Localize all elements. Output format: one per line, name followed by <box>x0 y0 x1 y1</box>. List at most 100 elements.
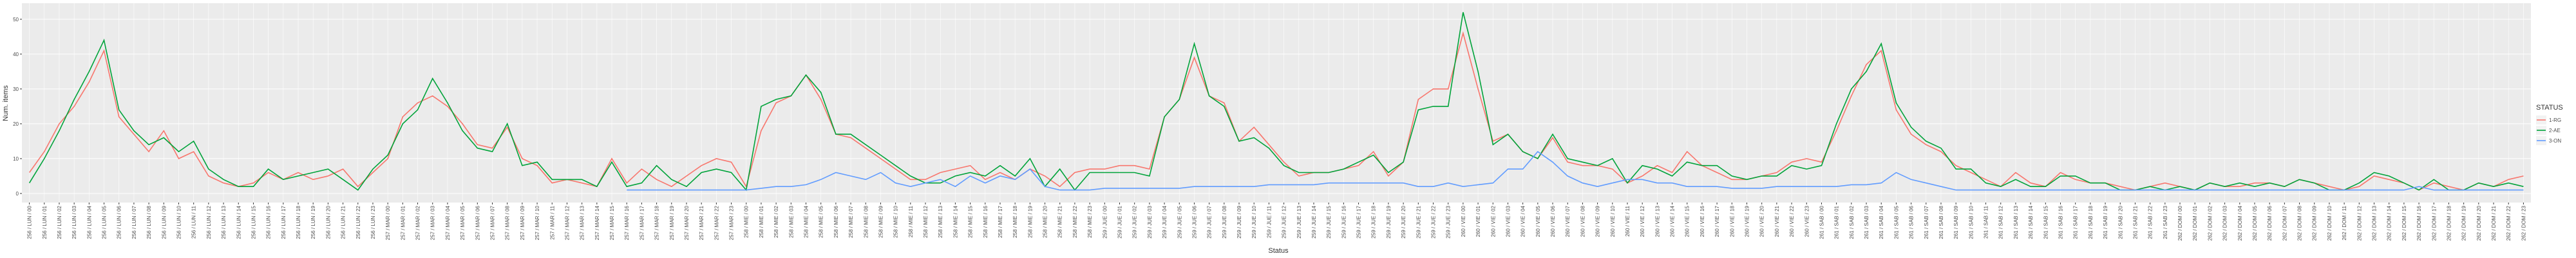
x-tick-label: 258 / MIE / 22 <box>1072 205 1078 237</box>
x-tick-label: 258 / MIE / 09 <box>878 205 884 237</box>
x-tick-label: 258 / MIE / 04 <box>804 205 810 237</box>
x-tick-label: 259 / JUE / 03 <box>1147 205 1153 238</box>
x-tick-label: 262 / DOM / 11 <box>2342 205 2347 240</box>
x-tick-label: 259 / JUE / 23 <box>1446 205 1452 238</box>
x-tick-label: 256 / LUN / 11 <box>191 205 197 239</box>
x-tick-label: 258 / MIE / 18 <box>1012 205 1018 237</box>
x-tick-label: 257 / MAR / 21 <box>699 205 705 240</box>
x-tick-label: 257 / MAR / 02 <box>415 205 421 240</box>
x-tick-label: 262 / DOM / 14 <box>2387 205 2392 241</box>
x-tick-label: 258 / MIE / 15 <box>968 205 974 237</box>
x-tick-label: 259 / JUE / 07 <box>1207 205 1213 238</box>
x-tick-label: 257 / MAR / 05 <box>460 205 466 240</box>
x-tick-label: 259 / JUE / 08 <box>1222 205 1227 238</box>
x-tick-label: 258 / MIE / 10 <box>893 205 899 237</box>
x-tick-label: 256 / LUN / 21 <box>341 205 346 239</box>
x-axis-title: Status <box>1268 247 1289 255</box>
x-tick-label: 256 / LUN / 01 <box>42 205 48 239</box>
x-tick-label: 257 / MAR / 13 <box>580 205 585 240</box>
x-tick-label: 261 / SAB / 10 <box>1968 205 1974 239</box>
x-tick-label: 256 / LUN / 03 <box>71 205 77 239</box>
x-tick-label: 261 / SAB / 08 <box>1938 205 1944 239</box>
x-tick-label: 260 / VIE / 04 <box>1520 205 1526 237</box>
x-tick-label: 261 / SAB / 21 <box>2132 205 2138 239</box>
x-tick-label: 262 / DOM / 08 <box>2297 205 2303 241</box>
x-tick-label: 259 / JUE / 15 <box>1326 205 1332 238</box>
x-tick-label: 262 / DOM / 04 <box>2237 205 2243 241</box>
x-tick-label: 262 / DOM / 22 <box>2506 205 2512 241</box>
x-tick-label: 257 / MAR / 01 <box>400 205 406 240</box>
x-tick-label: 259 / JUE / 04 <box>1162 205 1168 238</box>
x-tick-label: 256 / LUN / 19 <box>310 205 316 239</box>
x-tick-label: 260 / VIE / 03 <box>1505 205 1511 237</box>
x-tick-label: 259 / JUE / 22 <box>1431 205 1437 238</box>
x-tick-label: 257 / MAR / 15 <box>609 205 615 240</box>
x-tick-label: 256 / LUN / 08 <box>146 205 152 239</box>
x-tick-label: 257 / MAR / 20 <box>684 205 690 240</box>
x-tick-label: 258 / MIE / 23 <box>1087 205 1093 237</box>
x-tick-label: 256 / LUN / 06 <box>117 205 122 239</box>
x-tick-label: 260 / VIE / 06 <box>1550 205 1556 237</box>
x-tick-label: 262 / DOM / 15 <box>2401 205 2407 241</box>
x-tick-label: 259 / JUE / 06 <box>1191 205 1197 238</box>
x-tick-label: 256 / LUN / 00 <box>27 205 33 239</box>
x-tick-label: 259 / JUE / 05 <box>1177 205 1182 238</box>
x-tick-label: 258 / MIE / 11 <box>908 205 914 237</box>
x-tick-label: 262 / DOM / 07 <box>2282 205 2287 241</box>
x-tick-label: 259 / JUE / 13 <box>1296 205 1302 238</box>
x-tick-label: 261 / SAB / 22 <box>2148 205 2154 239</box>
x-tick-label: 260 / VIE / 05 <box>1535 205 1541 237</box>
x-tick-label: 257 / MAR / 19 <box>669 205 675 240</box>
x-tick-label: 261 / SAB / 06 <box>1909 205 1915 239</box>
x-tick-label: 262 / DOM / 00 <box>2177 205 2183 241</box>
x-tick-label: 259 / JUE / 19 <box>1386 205 1392 238</box>
plot-background <box>22 3 2531 203</box>
y-tick-label: 0 <box>16 191 19 197</box>
x-tick-label: 258 / MIE / 01 <box>759 205 764 237</box>
x-tick-label: 261 / SAB / 07 <box>1924 205 1929 239</box>
x-tick-label: 258 / MIE / 12 <box>923 205 929 237</box>
x-tick-label: 261 / SAB / 01 <box>1834 205 1840 239</box>
x-tick-label: 260 / VIE / 18 <box>1729 205 1735 237</box>
x-tick-label: 257 / MAR / 18 <box>654 205 660 240</box>
x-tick-label: 258 / MIE / 07 <box>848 205 854 237</box>
x-tick-label: 260 / VIE / 01 <box>1475 205 1481 237</box>
x-tick-label: 258 / MIE / 02 <box>773 205 779 237</box>
x-tick-label: 260 / VIE / 08 <box>1580 205 1586 237</box>
x-tick-label: 261 / SAB / 15 <box>2043 205 2049 239</box>
x-tick-label: 256 / LUN / 23 <box>370 205 376 239</box>
x-tick-label: 259 / JUE / 10 <box>1251 205 1257 238</box>
x-tick-label: 261 / SAB / 23 <box>2163 205 2168 239</box>
x-tick-label: 262 / DOM / 05 <box>2252 205 2258 241</box>
series-line <box>28 31 2524 191</box>
x-tick-label: 260 / VIE / 09 <box>1595 205 1601 237</box>
x-tick-label: 262 / DOM / 17 <box>2431 205 2437 241</box>
x-tick-label: 258 / MIE / 06 <box>833 205 839 237</box>
x-tick-label: 262 / DOM / 16 <box>2416 205 2422 241</box>
x-tick-label: 261 / SAB / 17 <box>2073 205 2079 239</box>
x-tick-label: 260 / VIE / 13 <box>1654 205 1660 237</box>
x-tick-label: 256 / LUN / 05 <box>102 205 108 239</box>
x-tick-label: 256 / LUN / 02 <box>57 205 62 239</box>
x-tick-label: 257 / MAR / 09 <box>520 205 526 240</box>
x-tick-label: 257 / MAR / 00 <box>385 205 391 240</box>
x-tick-label: 260 / VIE / 14 <box>1670 205 1676 237</box>
x-tick-label: 259 / JUE / 17 <box>1356 205 1362 238</box>
x-tick-label: 262 / DOM / 23 <box>2521 205 2526 241</box>
y-tick-label: 50 <box>13 17 19 23</box>
x-tick-label: 257 / MAR / 06 <box>475 205 480 240</box>
x-tick-label: 261 / SAB / 16 <box>2058 205 2064 239</box>
x-tick-label: 257 / MAR / 23 <box>729 205 735 240</box>
x-tick-label: 262 / DOM / 01 <box>2192 205 2198 241</box>
x-tick-label: 258 / MIE / 14 <box>952 205 958 237</box>
legend-label: 3-ON <box>2549 138 2561 144</box>
x-tick-label: 259 / JUE / 12 <box>1282 205 1287 238</box>
x-tick-label: 262 / DOM / 21 <box>2491 205 2497 241</box>
x-tick-label: 260 / VIE / 16 <box>1700 205 1705 237</box>
x-tick-label: 261 / SAB / 18 <box>2088 205 2094 239</box>
x-tick-label: 257 / MAR / 14 <box>594 205 600 240</box>
legend-label: 2-AE <box>2549 128 2561 134</box>
x-tick-label: 261 / SAB / 03 <box>1864 205 1870 239</box>
x-tick-label: 256 / LUN / 15 <box>251 205 256 239</box>
x-tick-label: 257 / MAR / 03 <box>430 205 436 240</box>
